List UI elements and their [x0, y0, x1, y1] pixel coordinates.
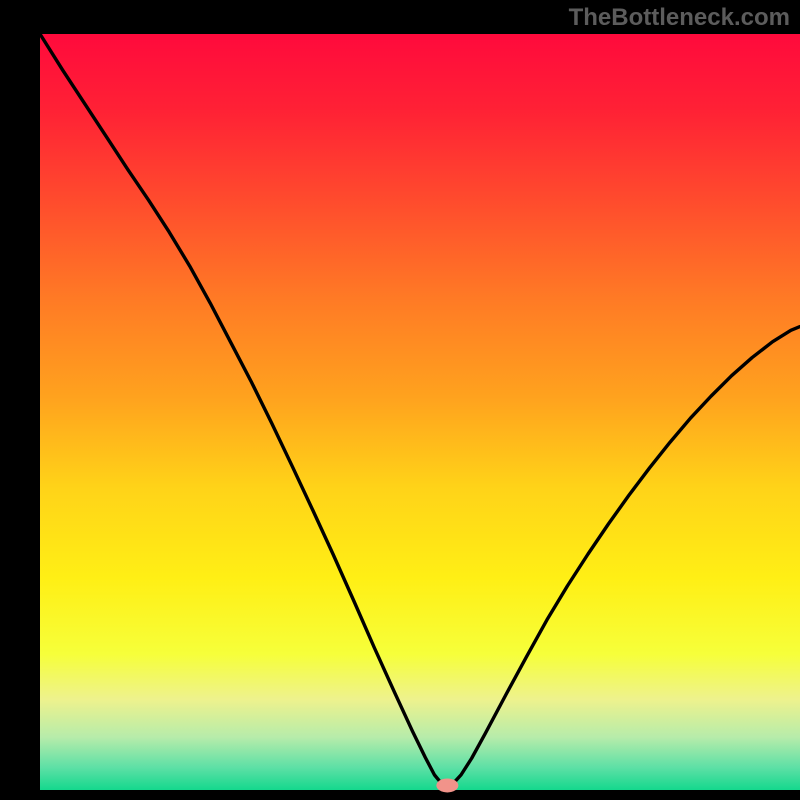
bottleneck-curve-chart — [0, 0, 800, 800]
chart-container: TheBottleneck.com — [0, 0, 800, 800]
curve-minimum-marker — [436, 778, 458, 792]
plot-area-background — [40, 34, 800, 790]
